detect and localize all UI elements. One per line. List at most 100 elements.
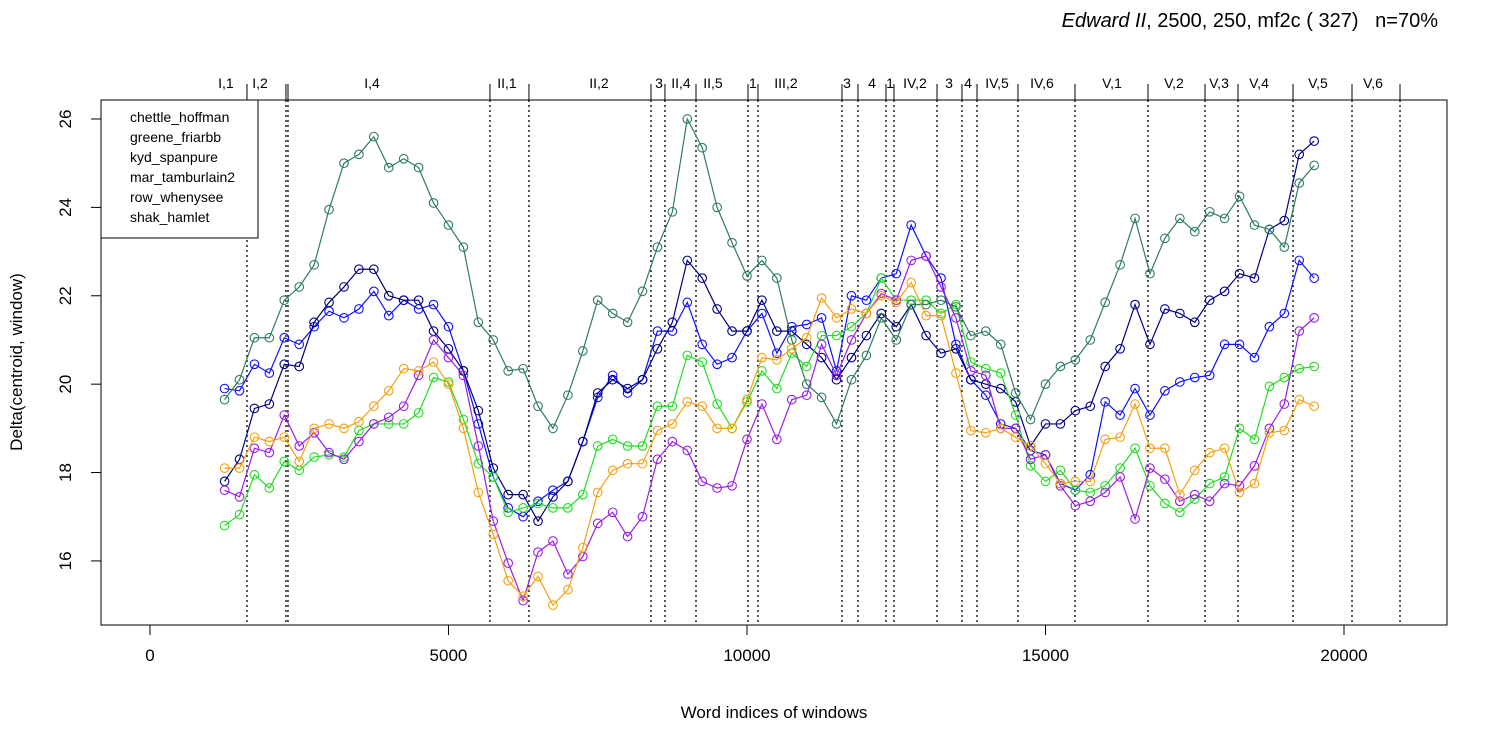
data-point: [1219, 339, 1230, 350]
data-point: [771, 348, 782, 359]
data-point: [1264, 321, 1275, 332]
y-tick-label: 20: [56, 375, 75, 394]
data-point: [1249, 461, 1260, 471]
data-point: [652, 454, 663, 465]
data-point: [592, 295, 603, 306]
data-point: [876, 290, 887, 301]
data-point: [936, 295, 946, 306]
scene-label: II,5: [703, 75, 723, 91]
data-point: [1055, 419, 1066, 429]
data-point: [1040, 458, 1051, 469]
data-point: [368, 419, 379, 429]
data-point: [1085, 469, 1096, 480]
data-point: [1249, 478, 1260, 489]
data-point: [1174, 213, 1185, 224]
data-point: [846, 321, 857, 332]
data-point: [1234, 268, 1245, 279]
data-point: [518, 363, 528, 374]
y-tick-label: 24: [56, 198, 75, 217]
x-tick-label: 20000: [1320, 646, 1367, 665]
data-point: [697, 142, 708, 153]
data-point: [1174, 377, 1185, 387]
data-point: [831, 419, 842, 429]
data-point: [861, 330, 872, 341]
data-point: [1219, 286, 1230, 297]
data-point: [383, 162, 394, 173]
data-point: [697, 273, 708, 283]
data-point: [1130, 299, 1140, 310]
data-point: [488, 335, 499, 345]
data-point: [1160, 474, 1170, 485]
data-point: [757, 308, 767, 319]
data-point: [1100, 396, 1111, 407]
plot-frame: [100, 99, 1448, 626]
scene-label: IV,5: [985, 75, 1009, 91]
data-point: [697, 401, 708, 412]
data-point: [966, 366, 976, 376]
data-point: [1100, 297, 1111, 308]
data-point: [861, 308, 872, 319]
data-point: [697, 357, 708, 367]
data-point: [966, 425, 976, 436]
series-line: [224, 281, 1315, 607]
data-point: [1070, 354, 1081, 365]
data-point: [1025, 441, 1036, 451]
data-point: [503, 366, 514, 376]
data-point: [712, 399, 722, 409]
data-point: [980, 390, 991, 401]
data-point: [667, 419, 678, 429]
data-point: [264, 368, 275, 378]
data-point: [697, 476, 708, 487]
data-point: [1145, 410, 1155, 420]
data-point: [309, 452, 319, 462]
data-point: [906, 220, 917, 230]
data-point: [219, 383, 230, 394]
data-point: [1234, 423, 1245, 434]
data-point: [309, 259, 319, 270]
data-point: [846, 304, 857, 314]
data-point: [1130, 514, 1140, 524]
scene-label: 4: [964, 75, 972, 91]
data-point: [816, 313, 827, 323]
data-point: [1174, 507, 1185, 518]
data-point: [622, 441, 633, 451]
data-point: [264, 447, 275, 458]
data-point: [757, 399, 767, 409]
data-point: [1204, 447, 1215, 458]
data-point: [1204, 206, 1215, 217]
data-point: [398, 363, 409, 374]
data-point: [458, 423, 469, 434]
data-point: [801, 332, 812, 343]
data-point: [1160, 443, 1170, 454]
legend-label: kyd_spanpure: [130, 149, 218, 165]
data-point: [637, 458, 648, 469]
scene-label: II,1: [497, 75, 517, 91]
data-point: [1130, 399, 1140, 409]
data-point: [995, 339, 1006, 350]
data-point: [1130, 213, 1140, 224]
data-point: [428, 198, 439, 208]
data-point: [846, 335, 857, 345]
data-point: [771, 383, 782, 394]
data-point: [906, 299, 917, 310]
data-point: [264, 332, 275, 343]
data-point: [936, 348, 946, 359]
data-point: [1309, 273, 1320, 283]
data-point: [398, 295, 409, 306]
data-point: [1279, 242, 1290, 253]
data-point: [488, 472, 499, 482]
data-point: [1040, 476, 1051, 487]
data-point: [742, 271, 752, 281]
data-point: [697, 339, 708, 350]
legend-label: mar_tamburlain2: [130, 169, 235, 185]
data-point: [742, 434, 752, 445]
data-point: [324, 297, 334, 308]
data-point: [607, 507, 618, 518]
data-point: [249, 359, 260, 370]
data-point: [1145, 463, 1155, 473]
data-point: [667, 436, 678, 447]
legend-label: greene_friarbb: [130, 129, 221, 145]
data-point: [294, 441, 305, 451]
data-point: [1130, 443, 1140, 454]
data-point: [279, 432, 290, 443]
